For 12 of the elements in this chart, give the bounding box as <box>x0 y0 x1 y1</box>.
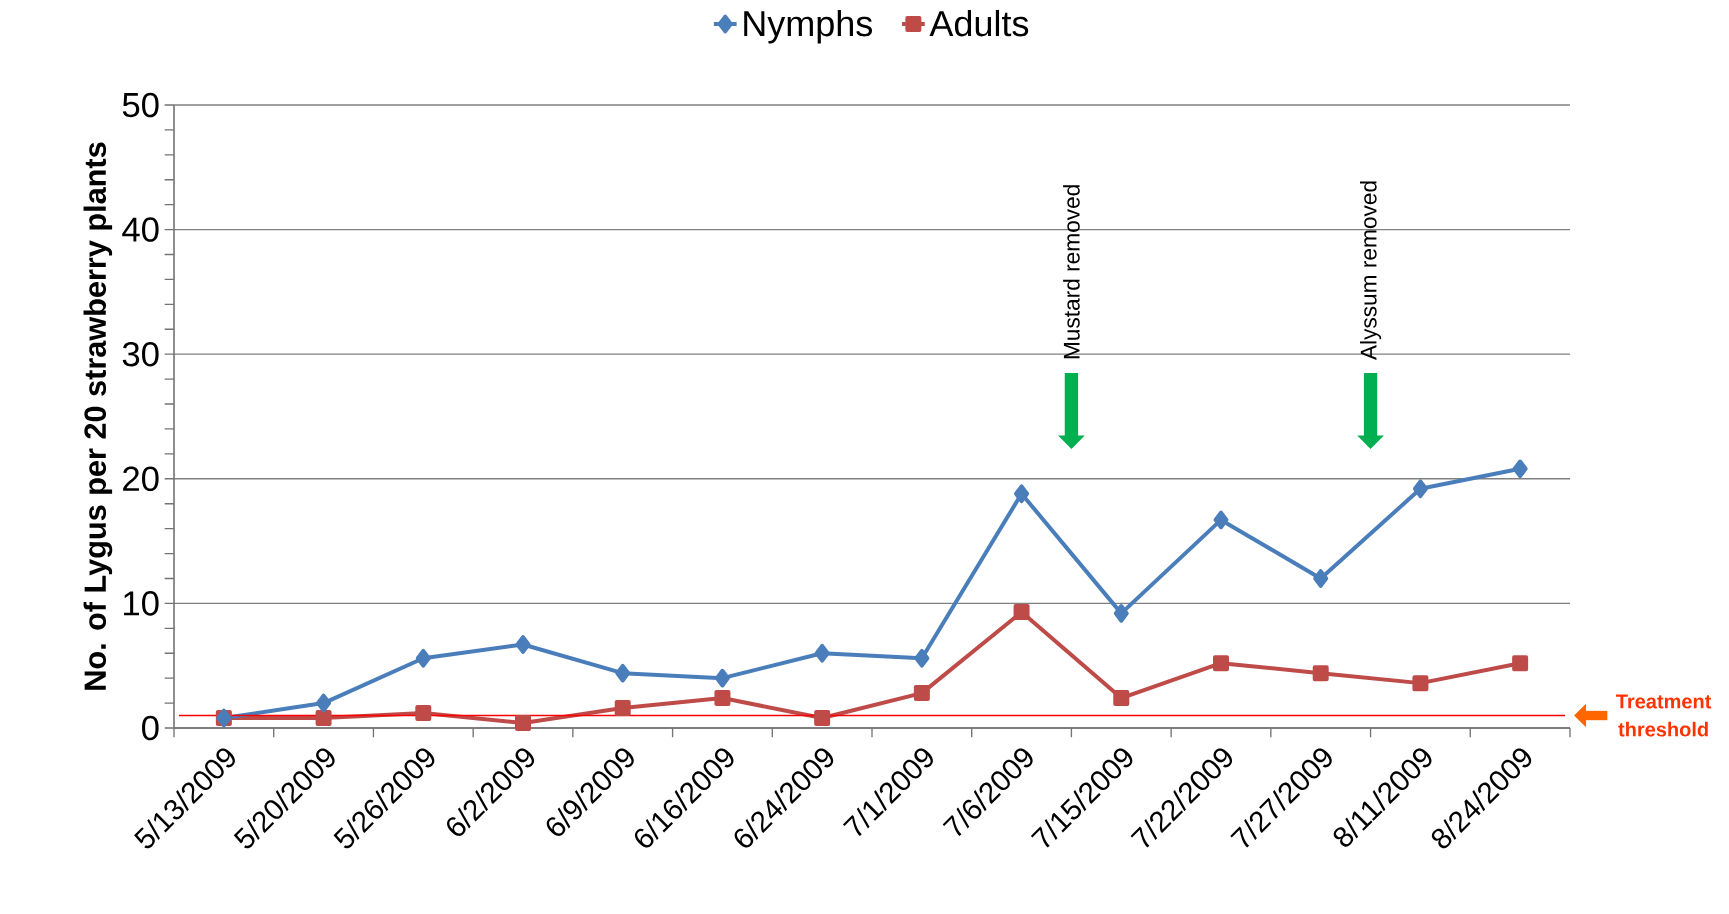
legend-label: Adults <box>929 9 1029 37</box>
y-tick-label: 50 <box>122 92 159 118</box>
annotation: Alyssum removed <box>1360 181 1382 361</box>
y-tick-label: 20 <box>123 466 159 492</box>
y-tick-label: 0 <box>142 715 159 741</box>
legend-label: Nymphs <box>744 9 873 44</box>
y-tick-label: 30 <box>122 341 159 367</box>
y-tick-label: 10 <box>124 591 159 616</box>
annotation: Mustard removed <box>1063 185 1080 359</box>
y-tick-label: 40 <box>122 217 159 242</box>
y-axis-title: No. of Lygus per 20 strawberry plants <box>83 142 113 690</box>
ref-line-label: Treatment threshold <box>1616 694 1712 737</box>
